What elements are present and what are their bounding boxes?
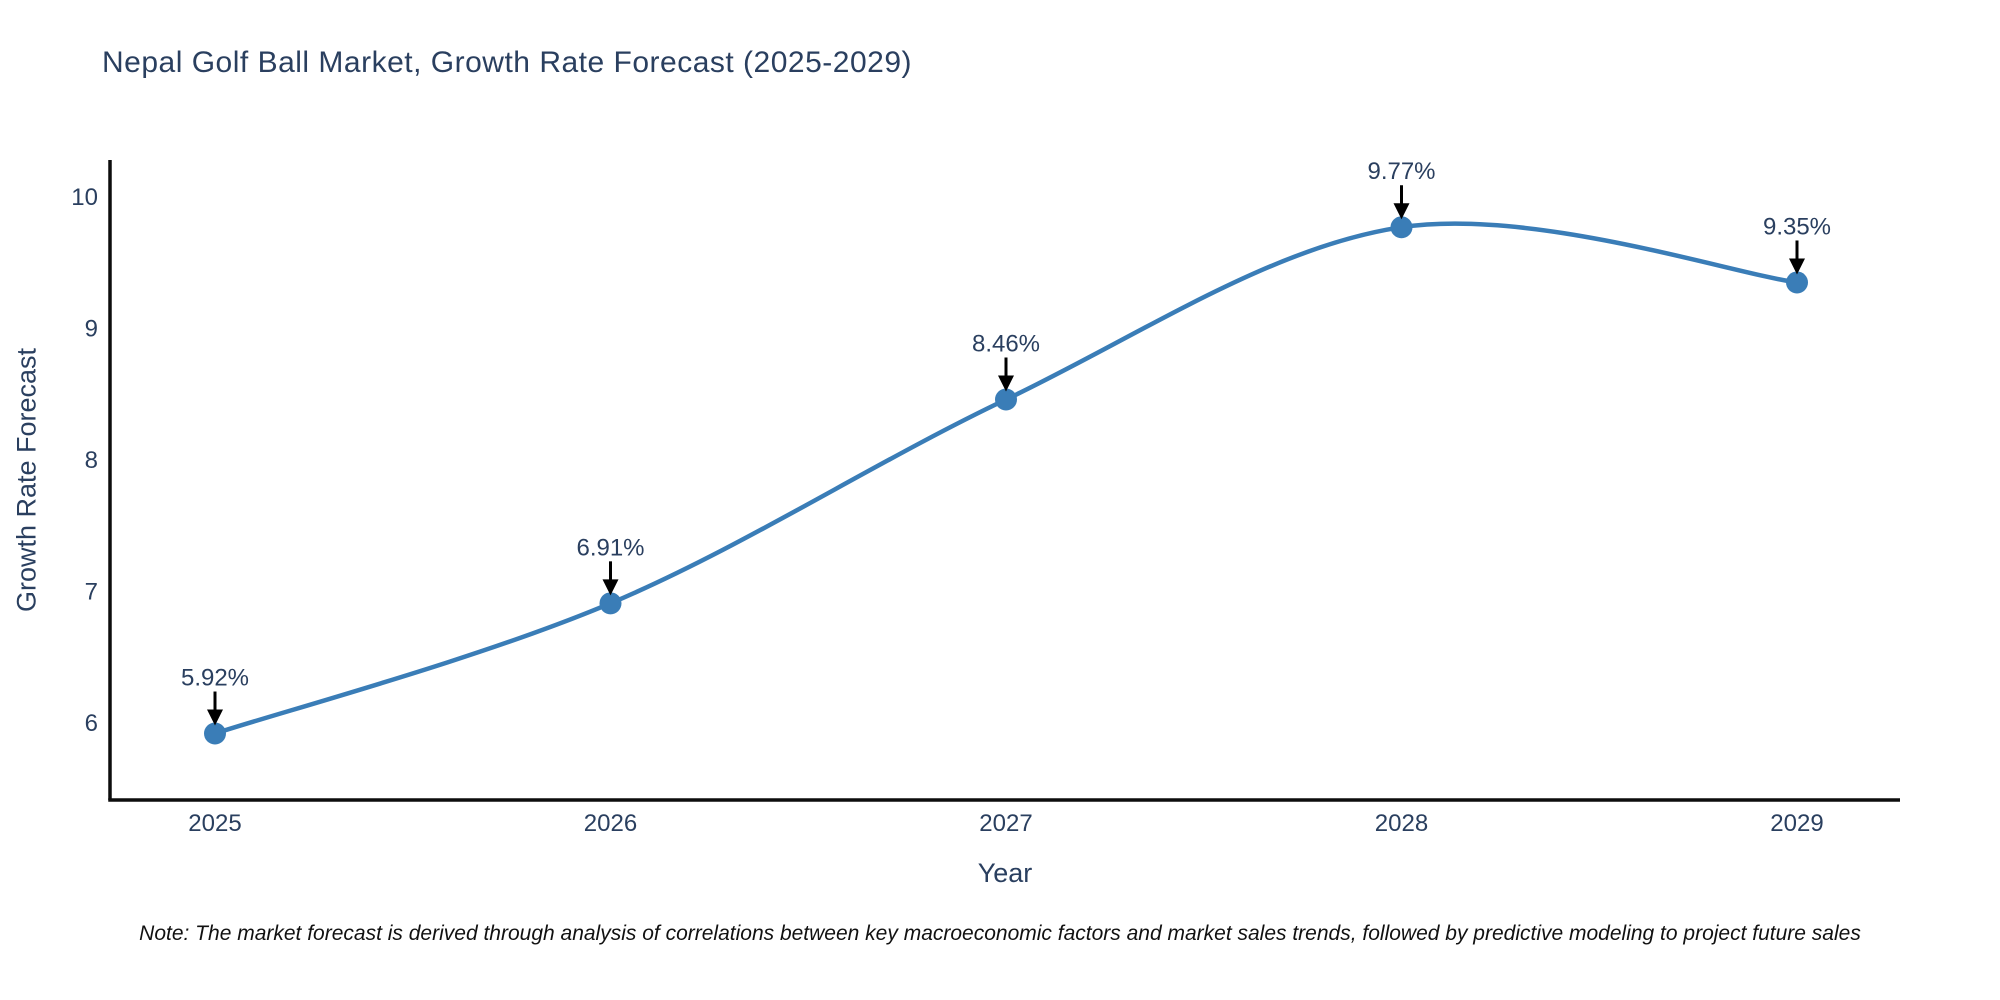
data-point-marker[interactable] [1390,216,1413,239]
data-point-marker[interactable] [204,722,226,745]
y-tick-label: 8 [85,447,98,474]
chart-title: Nepal Golf Ball Market, Growth Rate Fore… [102,46,913,79]
point-value-label: 9.35% [1763,213,1831,240]
x-tick-label: 2027 [979,810,1032,837]
data-point-marker[interactable] [1786,271,1808,294]
point-value-label: 6.91% [576,534,644,561]
x-axis-title: Year [977,858,1033,888]
point-value-label: 8.46% [972,331,1040,358]
data-point-marker[interactable] [995,388,1017,411]
x-tick-label: 2028 [1375,810,1428,837]
x-tick-label: 2029 [1770,810,1823,837]
forecast-line [212,221,1800,736]
y-tick-label: 7 [85,579,98,606]
annotation-arrowhead [998,375,1014,392]
x-tick-label: 2025 [188,810,241,837]
footnote-text: Note: The market forecast is derived thr… [139,922,1861,945]
y-tick-label: 6 [85,710,98,737]
x-tick-label: 2026 [584,810,637,837]
annotation-arrowhead [207,709,223,726]
point-value-label: 5.92% [181,665,249,692]
annotation-arrowhead [1789,258,1805,275]
data-point-marker[interactable] [599,592,622,615]
annotation-arrowhead [602,579,619,596]
annotation-arrowhead [1393,203,1410,220]
y-axis-title: Growth Rate Forecast [11,347,42,613]
y-tick-label: 9 [85,316,98,343]
point-value-label: 9.77% [1367,158,1435,185]
y-tick-label: 10 [71,184,98,211]
